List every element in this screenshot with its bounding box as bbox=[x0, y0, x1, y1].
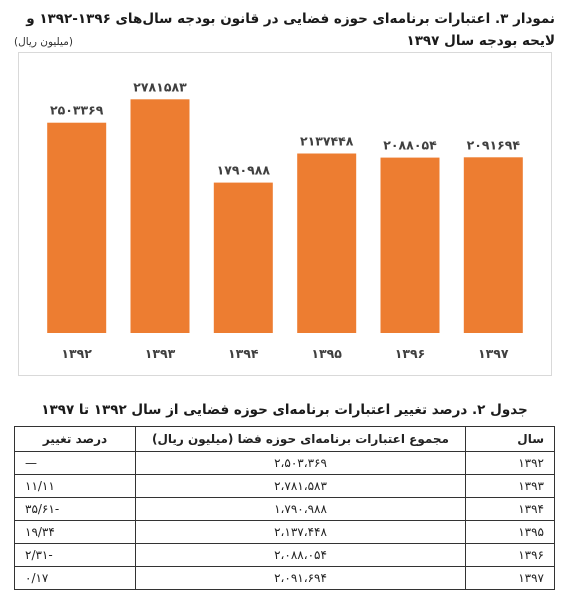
chart-title: نمودار ۳. اعتبارات برنامه‌ای حوزه فضایی … bbox=[26, 11, 555, 49]
data-label-3: ۱۷۹۰۹۸۸ bbox=[217, 163, 271, 178]
cell-year: ۱۳۹۵ bbox=[465, 520, 555, 544]
cell-year: ۱۳۹۶ bbox=[465, 543, 555, 567]
cell-change: -۲/۳۱ bbox=[14, 543, 136, 567]
table-title: جدول ۲. درصد تغییر اعتبارات برنامه‌ای حو… bbox=[41, 402, 528, 418]
cell-total: ۲،۱۳۷،۴۴۸ bbox=[135, 520, 466, 544]
cell-year: ۱۳۹۷ bbox=[465, 566, 555, 590]
header-change: درصد تغییر bbox=[14, 426, 136, 452]
cell-change: ۰/۱۷ bbox=[14, 566, 136, 590]
bar-4 bbox=[297, 153, 357, 333]
x-tick-label-2: ۱۳۹۳ bbox=[145, 346, 176, 361]
table-row: ۱۳۹۲ ۲،۵۰۳،۳۶۹ — bbox=[14, 451, 555, 475]
bar-3 bbox=[213, 182, 273, 333]
table-row: ۱۳۹۵ ۲،۱۳۷،۴۴۸ ۱۹/۳۴ bbox=[14, 520, 555, 544]
cell-total: ۲،۵۰۳،۳۶۹ bbox=[135, 451, 466, 475]
table-header-row: سال مجموع اعتبارات برنامه‌ای حوزه فضا (م… bbox=[14, 426, 555, 452]
x-tick-label-6: ۱۳۹۷ bbox=[478, 346, 509, 361]
chart-unit-label: (میلیون ریال) bbox=[14, 36, 73, 48]
table-row: ۱۳۹۷ ۲،۰۹۱،۶۹۴ ۰/۱۷ bbox=[14, 566, 555, 590]
bar-chart: ۲۵۰۳۳۶۹ ۱۳۹۲ ۲۷۸۱۵۸۳ ۱۳۹۳ ۱۷۹۰۹۸۸ ۱۳۹۴ ۲۱۳۷۴۴۸… bbox=[18, 52, 552, 376]
cell-total: ۲،۷۸۱،۵۸۳ bbox=[135, 474, 466, 498]
cell-change: — bbox=[14, 451, 136, 475]
cell-change: -۳۵/۶۱ bbox=[14, 497, 136, 521]
table-row: ۱۳۹۶ ۲،۰۸۸،۰۵۴ -۲/۳۱ bbox=[14, 543, 555, 567]
data-label-4: ۲۱۳۷۴۴۸ bbox=[300, 134, 354, 149]
bar-2 bbox=[130, 99, 190, 333]
data-label-2: ۲۷۸۱۵۸۳ bbox=[133, 79, 187, 94]
x-tick-label-5: ۱۳۹۶ bbox=[395, 346, 426, 361]
change-table: سال مجموع اعتبارات برنامه‌ای حوزه فضا (م… bbox=[14, 426, 555, 590]
x-tick-label-4: ۱۳۹۵ bbox=[311, 346, 342, 361]
table-row: ۱۳۹۴ ۱،۷۹۰،۹۸۸ -۳۵/۶۱ bbox=[14, 497, 555, 521]
data-label-1: ۲۵۰۳۳۶۹ bbox=[50, 103, 104, 118]
table-row: ۱۳۹۳ ۲،۷۸۱،۵۸۳ ۱۱/۱۱ bbox=[14, 474, 555, 498]
cell-total: ۲،۰۹۱،۶۹۴ bbox=[135, 566, 466, 590]
bar-chart-svg: ۲۵۰۳۳۶۹ ۱۳۹۲ ۲۷۸۱۵۸۳ ۱۳۹۳ ۱۷۹۰۹۸۸ ۱۳۹۴ ۲۱۳۷۴۴۸… bbox=[47, 79, 523, 361]
bar-5 bbox=[380, 157, 440, 333]
x-tick-label-1: ۱۳۹۲ bbox=[61, 346, 92, 361]
bar-1 bbox=[47, 122, 107, 333]
data-label-5: ۲۰۸۸۰۵۴ bbox=[383, 138, 437, 153]
cell-change: ۱۱/۱۱ bbox=[14, 474, 136, 498]
cell-year: ۱۳۹۲ bbox=[465, 451, 555, 475]
header-total: مجموع اعتبارات برنامه‌ای حوزه فضا (میلیو… bbox=[135, 426, 466, 452]
header-year: سال bbox=[465, 426, 555, 452]
cell-total: ۱،۷۹۰،۹۸۸ bbox=[135, 497, 466, 521]
data-label-6: ۲۰۹۱۶۹۴ bbox=[467, 137, 521, 152]
cell-change: ۱۹/۳۴ bbox=[14, 520, 136, 544]
bar-6 bbox=[463, 157, 523, 333]
x-tick-label-3: ۱۳۹۴ bbox=[228, 346, 259, 361]
cell-year: ۱۳۹۳ bbox=[465, 474, 555, 498]
cell-year: ۱۳۹۴ bbox=[465, 497, 555, 521]
cell-total: ۲،۰۸۸،۰۵۴ bbox=[135, 543, 466, 567]
